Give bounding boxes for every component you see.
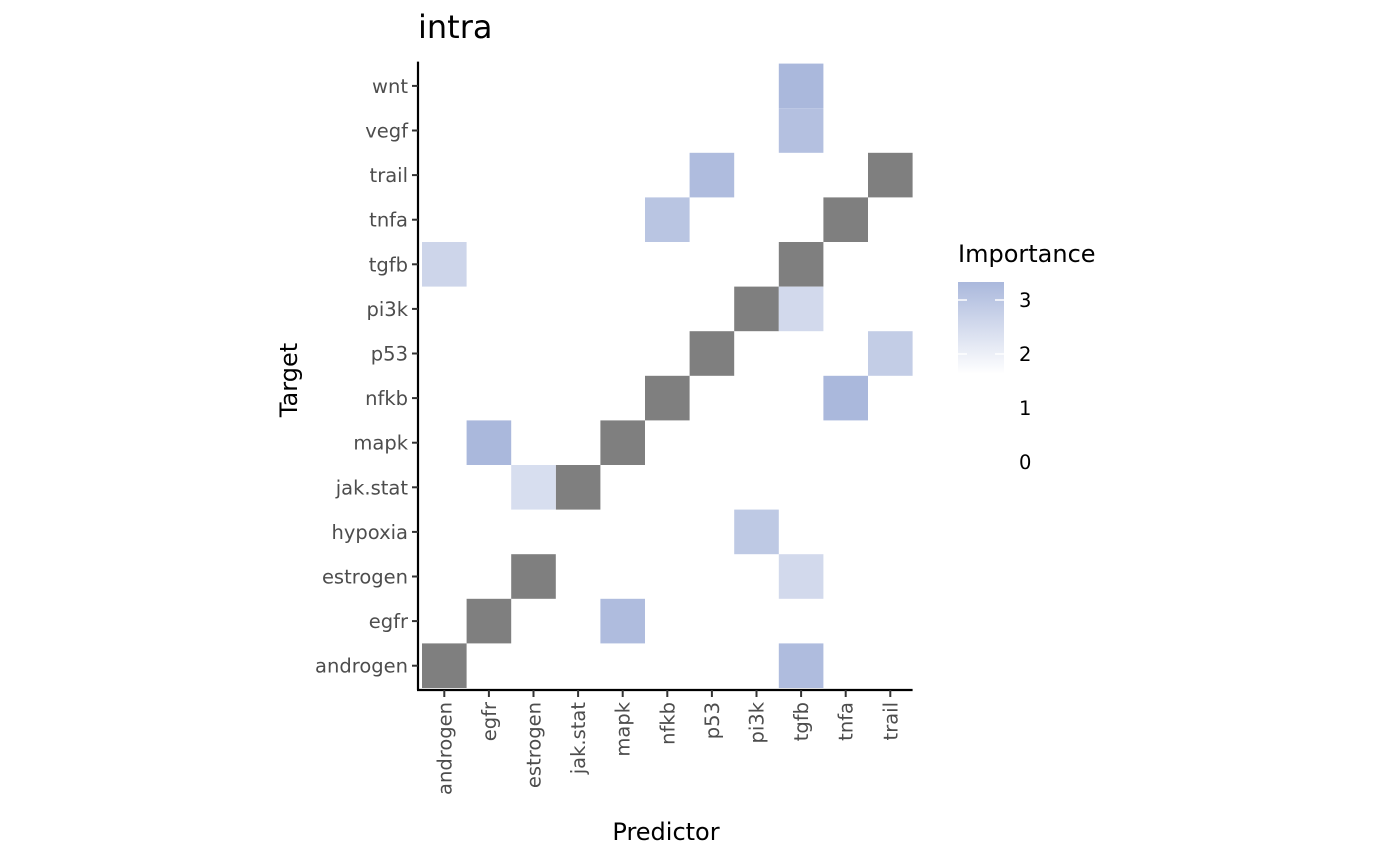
heatmap-cell	[778, 554, 824, 599]
y-tick-label: p53	[371, 343, 408, 366]
x-tick-label: nfkb	[656, 702, 679, 745]
x-axis-title: Predictor	[612, 818, 720, 846]
legend-tick-label: 0	[1019, 451, 1031, 474]
heatmap-cell	[422, 242, 467, 287]
heatmap-cell	[689, 152, 735, 198]
y-tick-label: vegf	[365, 120, 409, 143]
heatmap-cell	[778, 286, 824, 332]
heatmap-cell	[823, 375, 868, 421]
heatmap-cell	[778, 643, 824, 688]
heatmap-cell-self	[734, 286, 779, 332]
y-tick-label: androgen	[315, 655, 408, 678]
y-tick-label: trail	[370, 164, 408, 187]
heatmap-cell-self	[555, 465, 601, 510]
heatmap-cells	[422, 63, 913, 688]
x-tick-label: pi3k	[746, 701, 769, 743]
chart-title: intra	[418, 8, 493, 46]
heatmap-cell	[645, 197, 690, 242]
x-tick-label: mapk	[612, 701, 635, 756]
heatmap-cell-self	[511, 554, 556, 599]
y-tick-label: tnfa	[369, 209, 408, 232]
heatmap-cell	[868, 331, 913, 376]
heatmap-cell	[511, 465, 556, 510]
x-tick-label: androgen	[433, 702, 456, 795]
x-tick-label: estrogen	[523, 702, 546, 788]
y-tick-label: estrogen	[322, 566, 408, 589]
x-tick-label: p53	[701, 702, 724, 739]
x-tick-label: tnfa	[835, 702, 858, 741]
y-tick-label: pi3k	[367, 298, 409, 321]
heatmap-cell-self	[600, 420, 645, 465]
y-tick-label: tgfb	[369, 253, 408, 276]
heatmap-cell	[778, 108, 824, 153]
x-tick-label: egfr	[478, 701, 501, 741]
heatmap-cell	[600, 598, 645, 644]
y-tick-label: nfkb	[365, 387, 408, 410]
heatmap-cell-self	[645, 375, 690, 421]
heatmap-cell	[778, 63, 824, 109]
heatmap-cell-self	[823, 197, 868, 242]
y-tick-label: wnt	[372, 75, 408, 98]
legend-colorbar	[958, 282, 1004, 374]
heatmap-cell-self	[689, 331, 735, 376]
heatmap-cell	[466, 420, 512, 465]
x-tick-label: tgfb	[790, 702, 813, 741]
heatmap-cell-self	[868, 152, 913, 198]
heatmap-cell-self	[422, 643, 467, 688]
heatmap-cell-self	[778, 242, 824, 287]
y-tick-label: jak.stat	[335, 476, 409, 499]
legend-title: Importance	[958, 240, 1096, 268]
heatmap-cell-self	[466, 598, 512, 644]
y-tick-label: egfr	[369, 610, 409, 633]
legend-tick-label: 3	[1019, 289, 1031, 312]
y-tick-label: mapk	[353, 432, 408, 455]
heatmap-cell	[734, 509, 779, 555]
x-tick-label: jak.stat	[567, 702, 590, 776]
y-tick-label: hypoxia	[331, 521, 408, 544]
legend-tick-label: 2	[1019, 343, 1031, 366]
legend-tick-label: 1	[1019, 397, 1031, 420]
x-tick-label: trail	[879, 702, 902, 740]
